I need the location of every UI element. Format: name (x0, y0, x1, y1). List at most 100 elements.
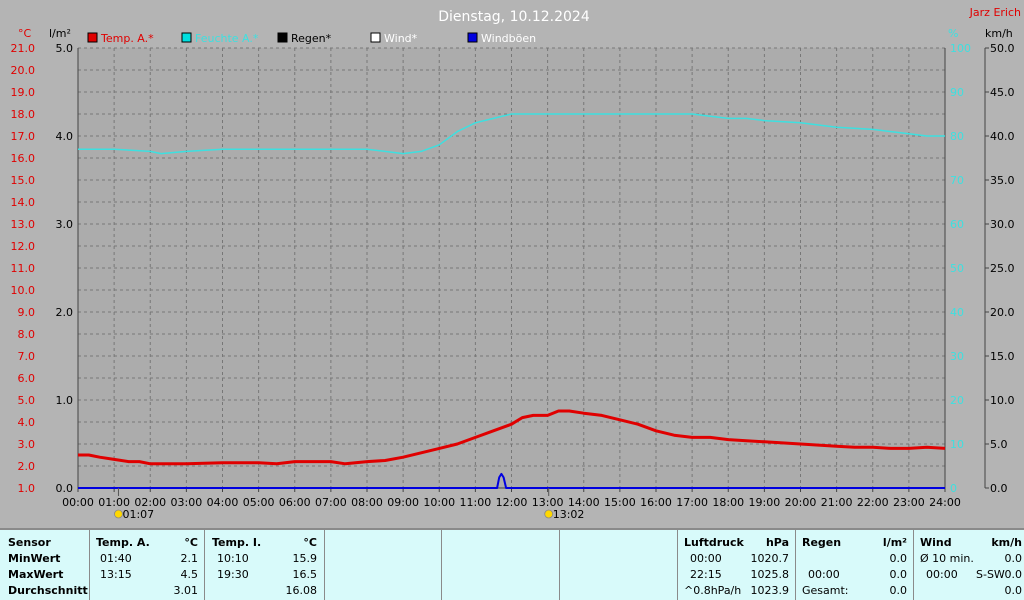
empty-column (325, 530, 442, 600)
kmh-tick-label: 0.0 (990, 482, 1008, 495)
x-tick-label: 22:00 (857, 496, 889, 509)
kmh-axis-unit: km/h (985, 27, 1013, 40)
pressure-max-value: 1025.8 (750, 568, 790, 581)
temp-tick-label: 21.0 (11, 42, 36, 55)
kmh-tick-label: 5.0 (990, 438, 1008, 451)
legend-swatch (370, 32, 381, 43)
temp-tick-label: 1.0 (18, 482, 36, 495)
temp-tick-label: 17.0 (11, 130, 36, 143)
x-tick-label: 23:00 (893, 496, 925, 509)
x-tick-label: 21:00 (821, 496, 853, 509)
series (78, 113, 946, 489)
temp-tick-label: 16.0 (11, 152, 36, 165)
empty-column (560, 530, 678, 600)
wind-column: Wind km/h Ø 10 min. 0.0 00:00 S-SW 0.0 0… (914, 530, 1024, 600)
wind-unit: km/h (991, 536, 1022, 549)
temp-tick-label: 4.0 (18, 416, 36, 429)
temp-in-min-time: 10:10 (217, 552, 249, 565)
pct-tick-label: 0 (950, 482, 957, 495)
temp-out-max-value: 4.5 (180, 568, 199, 581)
x-tick-label: 15:00 (604, 496, 636, 509)
x-tick-label: 18:00 (712, 496, 744, 509)
rain-axis-unit: l/m² (49, 27, 71, 40)
legend-swatch (467, 32, 478, 43)
legend-label: Regen* (291, 32, 332, 45)
wind-avg-label: Ø 10 min. (920, 552, 974, 565)
kmh-tick-label: 25.0 (990, 262, 1015, 275)
legend-swatch (87, 32, 98, 43)
temp-tick-label: 3.0 (18, 438, 36, 451)
x-tick-label: 13:00 (532, 496, 564, 509)
legend-swatch (277, 32, 288, 43)
kmh-tick-label: 20.0 (990, 306, 1015, 319)
temp-tick-label: 20.0 (11, 64, 36, 77)
temp-out-column: Temp. A. °C 01:40 2.1 13:15 4.5 3.01 (90, 530, 205, 600)
author-label: Jarz Erich (969, 6, 1021, 19)
legend-label: Windböen (481, 32, 536, 45)
pressure-min-value: 1020.7 (750, 552, 790, 565)
x-tick-label: 08:00 (351, 496, 383, 509)
pct-tick-label: 70 (950, 174, 964, 187)
temp-tick-label: 11.0 (11, 262, 36, 275)
pct-tick-label: 60 (950, 218, 964, 231)
pct-tick-label: 90 (950, 86, 964, 99)
rain-header: Regen (802, 536, 842, 549)
legend: Temp. A.* Feuchte A.* Regen* Wind* Windböen (87, 32, 536, 45)
temp-tick-label: 14.0 (11, 196, 36, 209)
x-tick-label: 09:00 (387, 496, 419, 509)
wind-max-time: 00:00 (926, 568, 958, 581)
rain-total-value: 0.0 (889, 584, 908, 597)
rain-tick-label: 3.0 (56, 218, 74, 231)
x-tick-label: 07:00 (315, 496, 347, 509)
x-tick-label: 19:00 (749, 496, 781, 509)
temp-out-header: Temp. A. (96, 536, 150, 549)
temp-in-max-value: 16.5 (292, 568, 318, 581)
temp-axis-unit: °C (18, 27, 32, 40)
temp-tick-label: 2.0 (18, 460, 36, 473)
weather-chart: Dienstag, 10.12.2024 Jarz Erich °C l/m² … (11, 6, 1022, 521)
temp-tick-label: 12.0 (11, 240, 36, 253)
temp-tick-label: 5.0 (18, 394, 36, 407)
sensor-header: Sensor (8, 536, 51, 549)
stats-table: Sensor MinWert MaxWert Durchschnitt Temp… (0, 528, 1024, 600)
empty-column (442, 530, 560, 600)
pressure-trend: ^0.8hPa/h (684, 584, 742, 597)
x-tick-label: 01:00 (98, 496, 130, 509)
wind-header: Wind (920, 536, 952, 549)
pct-tick-label: 50 (950, 262, 964, 275)
x-tick-label: 02:00 (134, 496, 166, 509)
axes: 1.0 2.0 3.0 4.0 5.0 6.0 7.0 8.0 9.0 10.0 11.0 12.0 1… (11, 42, 1015, 509)
series-line (78, 409, 946, 466)
rain-max-time: 00:00 (808, 568, 840, 581)
rain-max-value: 0.0 (889, 568, 908, 581)
wind-last-value: 0.0 (1004, 584, 1023, 597)
row-label-avg: Durchschnitt (8, 584, 88, 597)
series-line (78, 472, 945, 489)
temp-tick-label: 9.0 (18, 306, 36, 319)
temp-tick-label: 19.0 (11, 86, 36, 99)
legend-label: Wind* (384, 32, 418, 45)
temp-out-min-value: 2.1 (180, 552, 199, 565)
temp-in-min-value: 15.9 (292, 552, 318, 565)
grid (77, 47, 946, 489)
kmh-tick-label: 35.0 (990, 174, 1015, 187)
sunrise-icon (114, 509, 123, 519)
legend-label: Temp. A.* (100, 32, 154, 45)
x-tick-label: 00:00 (62, 496, 94, 509)
temp-tick-label: 15.0 (11, 174, 36, 187)
rain-tick-label: 4.0 (56, 130, 74, 143)
temp-tick-label: 10.0 (11, 284, 36, 297)
temp-in-max-time: 19:30 (217, 568, 249, 581)
sun-marker-time: 13:02 (553, 508, 585, 521)
temp-tick-label: 18.0 (11, 108, 36, 121)
temp-tick-label: 8.0 (18, 328, 36, 341)
kmh-tick-label: 40.0 (990, 130, 1015, 143)
sunset-icon (544, 509, 554, 519)
pressure-avg-value: 1023.9 (750, 584, 790, 597)
kmh-tick-label: 30.0 (990, 218, 1015, 231)
pressure-min-time: 00:00 (690, 552, 722, 565)
rain-unit: l/m² (882, 536, 907, 549)
rain-tick-label: 5.0 (56, 42, 74, 55)
x-tick-label: 12:00 (496, 496, 528, 509)
rain-tick-label: 1.0 (56, 394, 74, 407)
